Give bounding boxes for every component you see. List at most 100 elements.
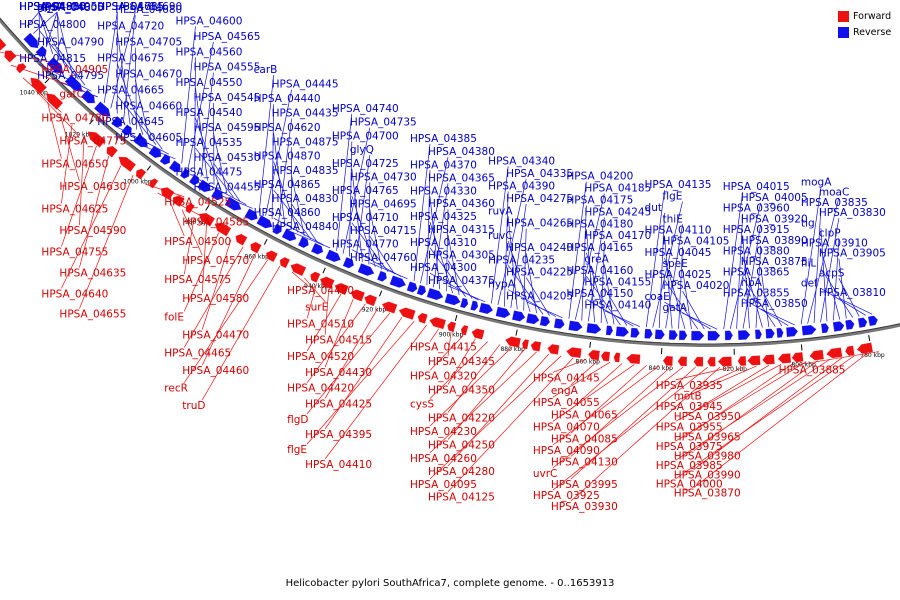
reverse-leader-line <box>273 133 286 227</box>
reverse-gene-label: acpS <box>819 267 845 279</box>
forward-gene-arrow <box>447 321 456 332</box>
forward-gene-label: HPSA_04250 <box>428 439 495 451</box>
reverse-gene-label: HPSA_04160 <box>566 265 633 277</box>
forward-gene-label: HPSA_04000 <box>656 479 723 491</box>
forward-gene-arrow <box>826 347 843 359</box>
forward-gene-label: HPSA_04585 <box>182 217 249 229</box>
scale-tick <box>515 329 518 336</box>
forward-leader-line <box>447 338 476 385</box>
reverse-gene-label: HPSA_04605 <box>115 132 182 144</box>
forward-gene-arrow <box>777 353 791 364</box>
reverse-leader-line <box>604 310 640 328</box>
reverse-gene-label: HPSA_04860 <box>254 207 321 219</box>
reverse-leader-line <box>291 203 318 243</box>
reverse-gene-arrow <box>470 300 479 311</box>
forward-gene-label: HPSA_04655 <box>59 309 126 321</box>
reverse-gene-arrow <box>133 134 148 148</box>
forward-leader-line <box>429 351 537 454</box>
reverse-leader-line <box>413 143 431 282</box>
reverse-gene-label: HPSA_04835 <box>272 165 339 177</box>
reverse-gene-arrow <box>845 319 855 330</box>
reverse-gene-label: HPSA_04335 <box>506 168 573 180</box>
reverse-gene-label: HPSA_04795 <box>37 70 104 82</box>
reverse-gene-label: flgE <box>663 191 683 203</box>
forward-gene-label: HPSA_04625 <box>41 203 108 215</box>
reverse-gene-label: greA <box>584 253 609 265</box>
forward-gene-arrow <box>382 301 398 314</box>
reverse-gene-arrow <box>80 89 95 104</box>
forward-gene-label: HPSA_04095 <box>410 479 477 491</box>
reverse-leader-line <box>134 79 150 140</box>
forward-gene-arrow <box>762 354 775 365</box>
forward-gene-label: HPSA_04345 <box>428 356 495 368</box>
reverse-gene-label: HPSA_04730 <box>350 171 417 183</box>
reverse-gene-label: HPSA_04240 <box>506 242 573 254</box>
reverse-leader-line <box>38 30 79 80</box>
reverse-gene-arrow <box>738 330 751 340</box>
forward-gene-label: HPSA_03990 <box>674 470 741 482</box>
reverse-gene-arrow <box>94 101 111 117</box>
forward-gene-label: HPSA_04780 <box>41 112 108 124</box>
forward-gene-label: HPSA_04055 <box>533 397 600 409</box>
reverse-leader-line <box>833 238 840 321</box>
reverse-gene-arrow <box>426 288 444 300</box>
reverse-gene-label: HPSA_04555 <box>193 62 260 74</box>
reverse-gene-arrow <box>586 323 602 334</box>
forward-leader-line <box>429 341 488 399</box>
gene-label-layer: HPSA_04985HPSA_04950HPSA_04900glySHPSA_0… <box>19 1 886 513</box>
forward-gene-label: HPSA_04065 <box>551 409 618 421</box>
reverse-gene-arrow <box>495 306 511 318</box>
reverse-gene-label: HPSA_04600 <box>175 15 242 27</box>
forward-gene-arrow <box>4 50 17 63</box>
reverse-gene-label: HPSA_04875 <box>272 136 339 148</box>
forward-gene-label: HPSA_03870 <box>674 488 741 500</box>
forward-gene-label: HPSA_04415 <box>410 342 477 354</box>
reverse-gene-label: HPSA_04325 <box>410 211 477 223</box>
reverse-gene-arrow <box>479 302 493 314</box>
reverse-gene-label: HPSA_04725 <box>332 158 399 170</box>
forward-leader-line <box>447 332 452 357</box>
reverse-leader-line <box>508 289 557 317</box>
reverse-leader-line <box>351 222 389 273</box>
forward-leader-line <box>552 361 611 398</box>
reverse-gene-label: HPSA_04225 <box>506 267 573 279</box>
reverse-gene-label: HPSA_04385 <box>410 133 477 145</box>
reverse-leader-line <box>433 183 449 288</box>
legend-label-forward: Forward <box>853 10 892 22</box>
reverse-gene-label: HPSA_04665 <box>97 85 164 97</box>
reverse-gene-label: HPSA_04540 <box>175 107 242 119</box>
forward-gene-label: gatC <box>59 88 84 100</box>
reverse-leader-line <box>187 41 214 168</box>
forward-gene-arrow <box>250 242 262 254</box>
forward-gene-label: engA <box>551 385 579 397</box>
scale-tick-label: 840 kbp <box>649 365 674 372</box>
reverse-gene-arrow <box>272 223 282 235</box>
reverse-leader-line <box>351 168 363 262</box>
reverse-gene-label: HPSA_04790 <box>37 36 104 48</box>
legend: Forward Reverse <box>838 8 900 40</box>
forward-leader-line <box>183 259 268 383</box>
forward-leader-line <box>47 102 62 159</box>
reverse-gene-arrow <box>644 328 653 339</box>
forward-gene-arrow <box>235 233 248 246</box>
reverse-gene-label: thiE <box>663 213 683 225</box>
reverse-gene-label: mogA <box>801 176 832 188</box>
reverse-leader-line <box>813 207 822 323</box>
reverse-gene-label: HPSA_04880 <box>19 1 86 13</box>
forward-leader-line <box>429 355 562 480</box>
reverse-gene-arrow <box>765 328 775 339</box>
reverse-leader-line <box>723 191 744 330</box>
scale-tick-layer: 1040 kbp 1020 kbp 1000 kbp 980 kbp 960 kbp 94… <box>20 78 885 373</box>
reverse-gene-arrow <box>342 257 354 269</box>
reverse-gene-label: HPSA_04900 <box>19 1 86 13</box>
reverse-leader-line <box>38 11 41 41</box>
forward-leader-line <box>675 358 831 461</box>
reverse-gene-label: HPSA_03890 <box>741 235 808 247</box>
forward-gene-label: HPSA_04460 <box>182 365 249 377</box>
reverse-leader-line <box>742 298 789 326</box>
reverse-gene-arrow <box>868 315 878 326</box>
reverse-leader-line <box>447 285 486 303</box>
reverse-gene-arrow <box>554 318 565 329</box>
reverse-gene-arrow <box>605 325 613 336</box>
